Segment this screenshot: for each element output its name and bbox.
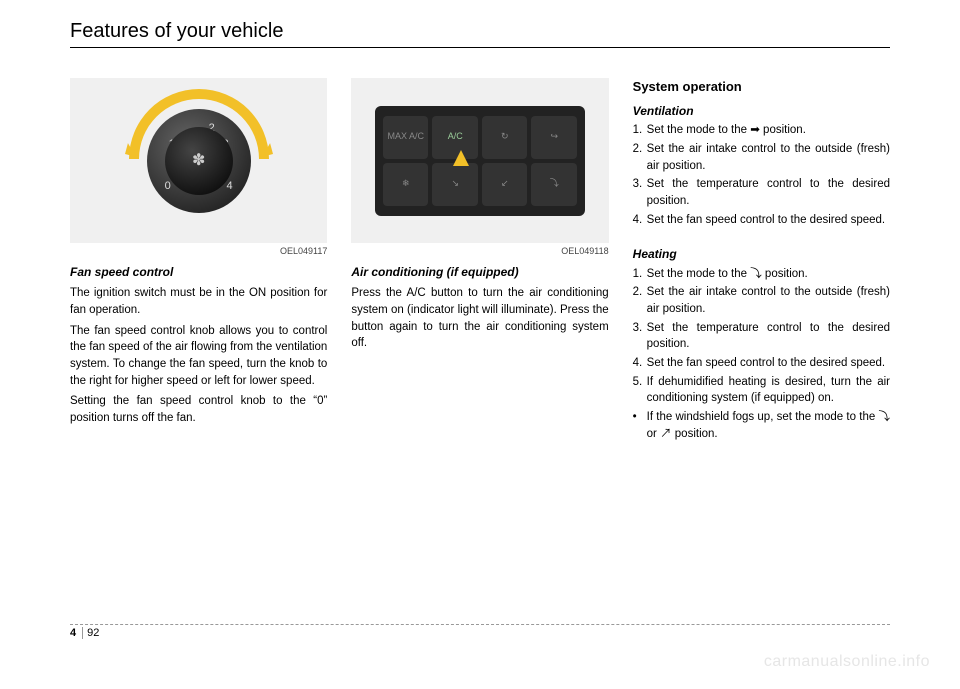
- step-text: Set the mode to the ➡ position.: [647, 122, 890, 139]
- figure-fan-knob: 0 1 2 3 4 ✽: [70, 78, 327, 243]
- body-text: Setting the fan speed control knob to th…: [70, 393, 327, 426]
- step-text: Set the fan speed control to the desired…: [647, 212, 890, 229]
- figure-caption: OEL049118: [351, 245, 608, 258]
- column-2: MAX A/C A/C ↻ ↪ ❄ ↘ ↙ ⤵ OEL049118 Air co…: [351, 78, 608, 442]
- step-text: Set the temperature control to the desir…: [647, 320, 890, 353]
- page-footer: 4 92: [70, 624, 890, 639]
- panel-button: MAX A/C: [383, 116, 429, 159]
- dial-label-0: 0: [165, 179, 171, 195]
- panel-button: ↻: [482, 116, 528, 159]
- heating-steps: 1.Set the mode to the ⤵ position. 2.Set …: [633, 266, 890, 407]
- body-text: The fan speed control knob allows you to…: [70, 323, 327, 390]
- column-1: 0 1 2 3 4 ✽ OEL049117 Fan speed control …: [70, 78, 327, 442]
- panel-button: ↙: [482, 163, 528, 206]
- column-3: System operation Ventilation 1.Set the m…: [633, 78, 890, 442]
- bullet-icon: •: [633, 409, 647, 442]
- page-header: Features of your vehicle: [70, 20, 890, 48]
- fan-speed-heading: Fan speed control: [70, 264, 327, 281]
- divider: [70, 624, 890, 625]
- figure-ac-panel: MAX A/C A/C ↻ ↪ ❄ ↘ ↙ ⤵: [351, 78, 608, 243]
- body-text: Press the A/C button to turn the air con…: [351, 285, 608, 352]
- step-text: Set the air intake control to the outsid…: [647, 284, 890, 317]
- panel-button: ⤵: [531, 163, 577, 206]
- system-operation-heading: System operation: [633, 78, 890, 97]
- arrow-up-icon: [453, 142, 469, 166]
- page-number: 92: [87, 627, 99, 639]
- section-number: 4: [70, 627, 83, 639]
- step-text: Set the temperature control to the desir…: [647, 176, 890, 209]
- dial-label-4: 4: [227, 179, 233, 195]
- figure-caption: OEL049117: [70, 245, 327, 258]
- step-text: Set the air intake control to the outsid…: [647, 141, 890, 174]
- ventilation-heading: Ventilation: [633, 103, 890, 120]
- ac-heading: Air conditioning (if equipped): [351, 264, 608, 281]
- fan-icon: ✽: [165, 127, 233, 195]
- step-text: If dehumidified heating is desired, turn…: [647, 374, 890, 407]
- step-text: Set the fan speed control to the desired…: [647, 355, 890, 372]
- bullet-text: If the windshield fogs up, set the mode …: [647, 409, 890, 442]
- panel-button: ↘: [432, 163, 478, 206]
- step-text: Set the mode to the ⤵ position.: [647, 266, 890, 283]
- body-text: The ignition switch must be in the ON po…: [70, 285, 327, 318]
- bullet-note: •If the windshield fogs up, set the mode…: [633, 409, 890, 442]
- watermark: carmanualsonline.info: [764, 653, 930, 671]
- ventilation-steps: 1.Set the mode to the ➡ position. 2.Set …: [633, 122, 890, 228]
- panel-button: ↪: [531, 116, 577, 159]
- heating-heading: Heating: [633, 246, 890, 263]
- panel-button: ❄: [383, 163, 429, 206]
